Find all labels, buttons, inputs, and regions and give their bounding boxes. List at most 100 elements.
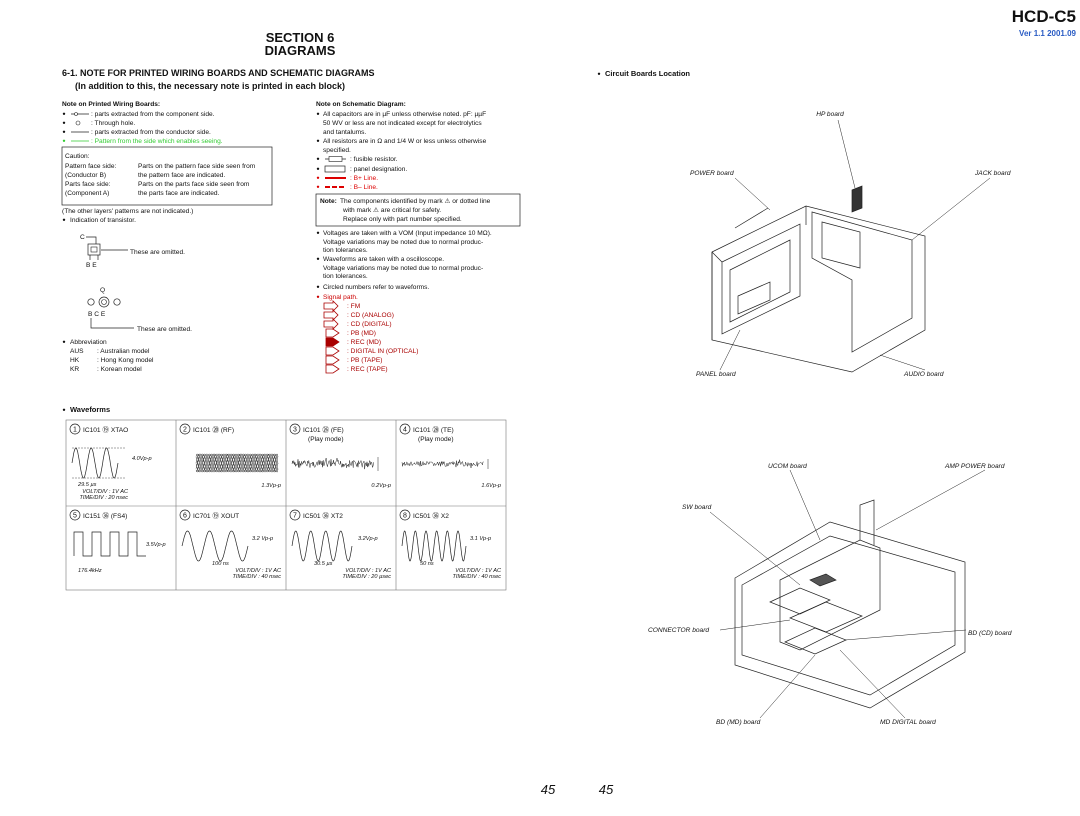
drawing: [86, 236, 97, 244]
version: Ver 1.1 2001.09: [1019, 29, 1076, 38]
board-label: MD DIGITAL board: [880, 719, 936, 726]
rule: [734, 177, 771, 211]
waveform-note: 4.0Vp-p: [132, 456, 152, 462]
number-circle: [179, 509, 191, 521]
drawing: [195, 453, 279, 473]
board-label: BD (CD) board: [968, 630, 1012, 637]
bullet: [316, 231, 320, 234]
board-label: HP board: [816, 111, 844, 118]
drawing: [195, 453, 279, 473]
caution-term: (Conductor B): [65, 172, 106, 179]
waveform-note: 30.5 µs: [314, 561, 333, 567]
page-number: 45: [599, 782, 614, 797]
transistor-box: [87, 243, 101, 256]
note-item: Voltage variations may be noted due to n…: [323, 239, 483, 246]
board-label: SW board: [682, 504, 712, 511]
drawing: [90, 318, 134, 329]
subheading: (In addition to this, the necessary note…: [75, 81, 345, 91]
signal-icon: [325, 355, 340, 365]
note-item: : parts extracted from the component sid…: [91, 111, 215, 118]
drawing: [73, 531, 146, 557]
waveform-note: TIME/DIV : 20 µsec: [342, 574, 391, 580]
boards-title: Circuit Boards Location: [605, 69, 690, 78]
number-circle: [69, 509, 81, 521]
waveform-label: IC101 ⑳ (RF): [193, 426, 234, 434]
waveform-number: 2: [183, 427, 187, 434]
signal-item: : FM: [347, 303, 360, 310]
note-text: The components identified by mark ⚠ or d…: [340, 197, 491, 205]
caution-text: Parts on the parts face side seen from: [138, 181, 250, 188]
waveform-label: IC501 ㊱ XT2: [303, 512, 343, 520]
abbr: AUS: [70, 348, 84, 355]
waveform-number: 1: [73, 427, 77, 434]
transistor-pin: [90, 246, 98, 253]
signal-item: : REC (TAPE): [347, 366, 388, 373]
bullet: [62, 340, 66, 343]
drawing: [195, 453, 279, 473]
number-circle: [399, 509, 411, 521]
symbol: [324, 165, 346, 173]
signal-item: : REC (MD): [347, 339, 381, 346]
rule: [879, 354, 926, 371]
waveform-note: 50 ns: [420, 561, 434, 567]
waveform-note: 3.5Vp-p: [146, 542, 166, 548]
caution-text: Parts on the pattern face side seen from: [138, 163, 256, 170]
waveform-note: 29.5 µs: [77, 482, 97, 488]
note-item: Indication of transistor.: [70, 217, 136, 224]
abbr-text: : Hong Kong model: [97, 357, 154, 364]
waveform-number: 6: [183, 513, 187, 520]
bullet: [316, 176, 320, 179]
drawing: [859, 499, 875, 545]
bullet: [62, 130, 66, 133]
signal-icon: [323, 300, 339, 312]
waveform-label: IC101 ㉘ (TE): [413, 426, 454, 434]
waveform-number: 3: [293, 427, 297, 434]
bullet: [62, 121, 66, 125]
drawing: [195, 453, 279, 473]
note-text: (The other layers' patterns are not indi…: [62, 208, 193, 215]
note-box: [315, 193, 521, 227]
waveform-label: IC101 ⑲ XTAO: [83, 426, 128, 434]
note-item: : Through hole.: [91, 120, 135, 127]
abbr: HK: [70, 357, 80, 364]
note-item: Circled numbers refer to waveforms.: [323, 284, 429, 291]
drawing: [401, 459, 484, 469]
abbr: KR: [70, 366, 79, 373]
caution-box: [61, 146, 273, 206]
pin-label: C: [80, 234, 85, 241]
board-label: PANEL board: [696, 371, 736, 378]
signal-item: : PB (MD): [347, 330, 376, 337]
rule: [837, 119, 856, 189]
signal-item: : CD (DIGITAL): [347, 321, 392, 328]
note-text: These are omitted.: [130, 249, 185, 256]
drawing: [741, 535, 956, 696]
caution-term: Parts face side:: [65, 181, 111, 188]
note-title: Note on Printed Wiring Boards:: [62, 101, 160, 108]
note-item: tion tolerances.: [323, 247, 368, 254]
note-text: These are omitted.: [137, 326, 192, 333]
drawing: [734, 521, 966, 709]
transistor-pad: [98, 296, 110, 308]
waveform-note: VOLT/DIV : 1V AC: [235, 568, 282, 574]
bullet: [62, 218, 66, 221]
note-text: with mark ⚠ are critical for safety.: [342, 206, 441, 214]
bullet: [316, 257, 320, 260]
note-item: Abbreviation: [70, 339, 107, 346]
caution-text: the pattern face are indicated.: [138, 172, 225, 179]
rule: [911, 177, 991, 241]
board-label: POWER board: [690, 170, 734, 177]
note-item: : B– Line.: [350, 184, 378, 191]
note-item: 50 WV or less are not indicated except f…: [323, 120, 482, 127]
symbol: [328, 156, 343, 162]
board-label: BD (MD) board: [716, 719, 761, 726]
bullet: [597, 72, 601, 76]
drawing: [769, 587, 831, 615]
waveform-number: 7: [293, 513, 297, 520]
signal-item: : PB (TAPE): [347, 357, 382, 364]
bullet: [316, 139, 320, 142]
drawing: [729, 239, 791, 323]
note-text: Replace only with part number specified.: [343, 216, 462, 223]
note-item: Voltages are taken with a VOM (Input imp…: [323, 230, 492, 237]
waveform-number: 4: [403, 427, 407, 434]
